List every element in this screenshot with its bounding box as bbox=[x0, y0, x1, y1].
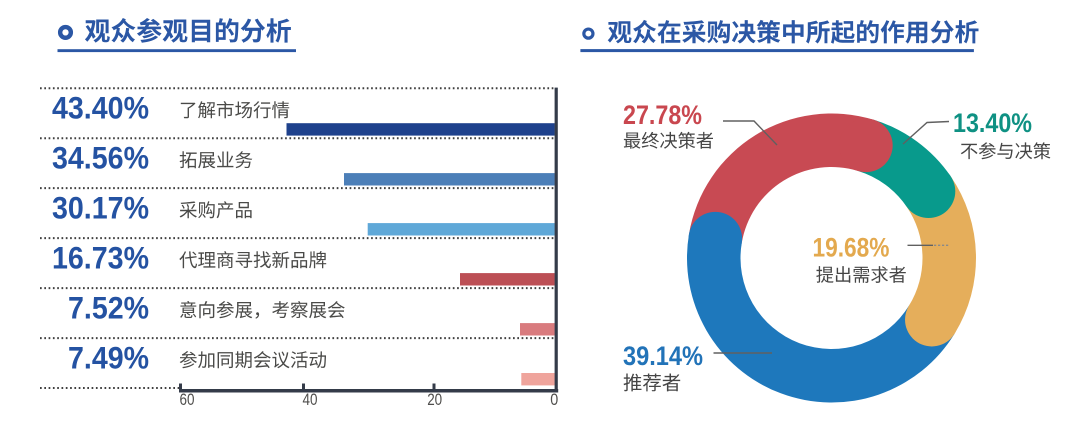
svg-text:0: 0 bbox=[550, 390, 558, 409]
svg-text:27.78%: 27.78% bbox=[623, 100, 702, 130]
svg-text:7.52%: 7.52% bbox=[68, 290, 149, 326]
svg-text:16.73%: 16.73% bbox=[52, 240, 149, 276]
svg-text:40: 40 bbox=[303, 390, 318, 409]
svg-text:39.14%: 39.14% bbox=[623, 341, 703, 371]
svg-text:13.40%: 13.40% bbox=[953, 108, 1032, 138]
svg-text:19.68%: 19.68% bbox=[813, 233, 890, 263]
svg-text:20: 20 bbox=[427, 390, 442, 409]
svg-text:7.49%: 7.49% bbox=[68, 340, 149, 376]
svg-text:30.17%: 30.17% bbox=[52, 190, 149, 226]
svg-text:60: 60 bbox=[180, 390, 195, 409]
svg-text:43.40%: 43.40% bbox=[52, 90, 149, 126]
svg-text:34.56%: 34.56% bbox=[52, 140, 149, 176]
